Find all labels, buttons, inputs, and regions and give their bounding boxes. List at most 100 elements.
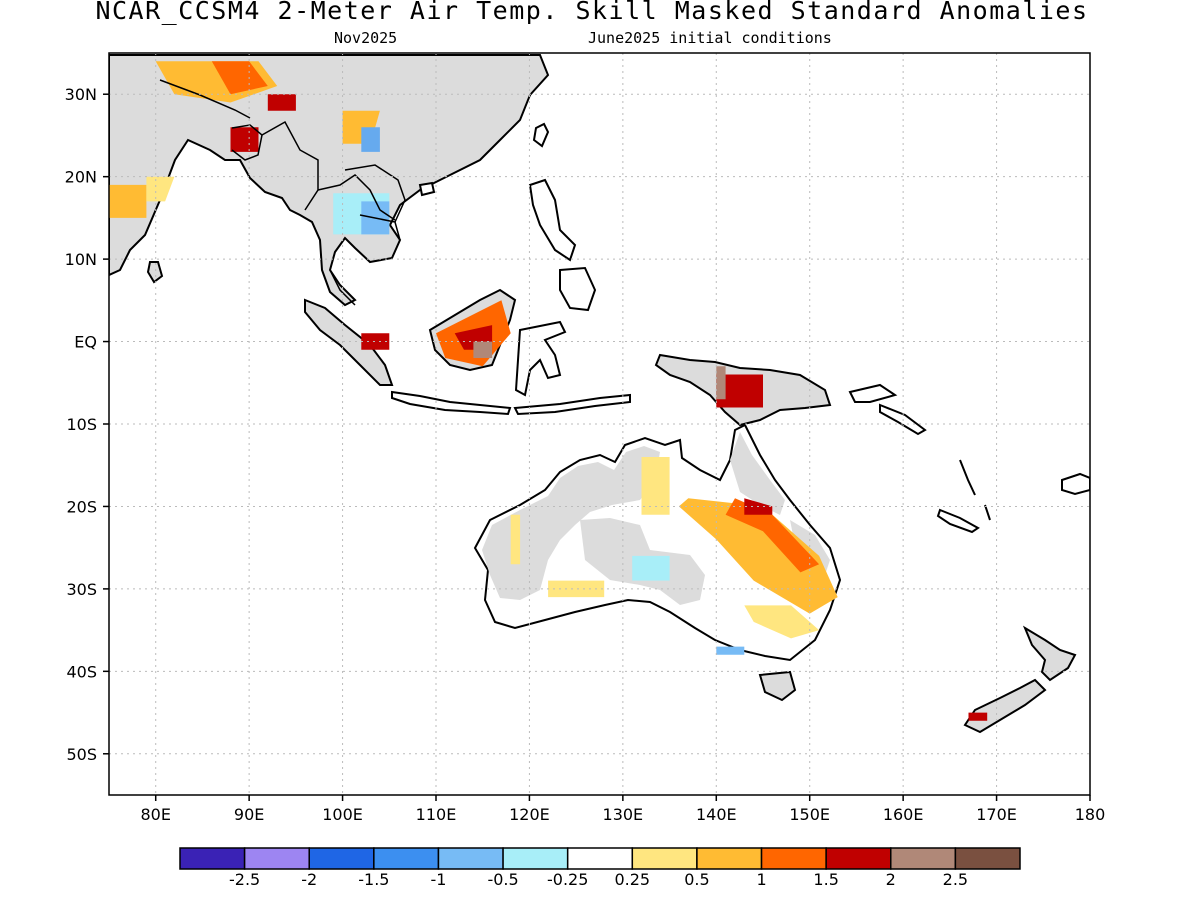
lat-tick-label: 20N: [65, 168, 97, 187]
anomaly-wa-light-warm: [510, 514, 521, 565]
legend-swatch: [890, 847, 957, 870]
anomaly-south-china-cool: [361, 127, 380, 152]
lon-tick-label: 120E: [509, 805, 550, 824]
anomaly-borneo-core: [473, 341, 493, 358]
australia-masked-west: [482, 446, 660, 600]
border-nepal: [159, 79, 251, 119]
legend-label: -1.5: [358, 870, 389, 889]
legend-swatch: [760, 847, 827, 870]
vanuatu: [959, 459, 991, 521]
legend-swatch: [243, 847, 310, 870]
border-laos-vietnam: [344, 164, 406, 223]
legend-label: 0.5: [684, 870, 709, 889]
legend-label: 1: [756, 870, 766, 889]
legend-label: -1: [430, 870, 446, 889]
border-malaysia: [329, 269, 356, 306]
anomaly-gulf-light-warm: [641, 457, 670, 515]
sri-lanka: [146, 261, 164, 284]
graticule: [109, 53, 1090, 795]
legend-label: 1.5: [813, 870, 838, 889]
lon-tick-label: 160E: [883, 805, 924, 824]
legend-swatch: [502, 847, 569, 870]
anomaly-central-australia-cool: [632, 555, 670, 581]
legend-swatch: [437, 847, 504, 870]
axis-ticks: [103, 93, 1091, 801]
anomaly-new-zealand-very-warm: [968, 712, 988, 721]
new-zealand-north: [1022, 625, 1077, 682]
lesser-sunda: [513, 393, 631, 416]
color-legend-labels: -2.5 -2 -1.5 -1 -0.5 -0.25 0.25 0.5 1 1.5 2 2.5: [229, 870, 968, 889]
latitude-labels: 30N 20N 10N EQ 10S 20S 30S 40S 50S: [65, 85, 97, 764]
legend-swatch: [373, 847, 440, 870]
lat-tick-label: EQ: [74, 333, 97, 352]
luzon: [528, 178, 577, 262]
hainan: [418, 181, 436, 197]
anomaly-sumatra-very-warm: [361, 333, 390, 350]
lon-tick-label: 80E: [140, 805, 170, 824]
legend-swatch: [825, 847, 892, 870]
lat-tick-label: 20S: [66, 497, 97, 516]
anomaly-east-india-light-warm: [146, 176, 175, 202]
lat-tick-label: 30N: [65, 85, 97, 104]
anomaly-sa-light-warm: [548, 580, 605, 598]
legend-label: 2: [886, 870, 896, 889]
legend-label: -2: [301, 870, 317, 889]
map-title: NCAR_CCSM4 2-Meter Air Temp. Skill Maske…: [95, 0, 1089, 25]
legend-swatch: [631, 847, 698, 870]
lon-tick-label: 130E: [603, 805, 644, 824]
australia-masked-cape: [730, 432, 785, 515]
legend-swatch: [696, 847, 763, 870]
legend-label: 2.5: [943, 870, 968, 889]
new-caledonia: [936, 508, 980, 534]
anomaly-queensland-strong-warm: [725, 498, 820, 573]
sulawesi: [514, 320, 567, 397]
mindanao: [559, 266, 597, 312]
lon-tick-label: 140E: [696, 805, 737, 824]
country-borders: [159, 79, 406, 306]
legend-label: -0.5: [487, 870, 518, 889]
lon-tick-label: 180: [1075, 805, 1106, 824]
border-myanmar: [261, 120, 319, 211]
lat-tick-label: 10S: [66, 415, 97, 434]
anomaly-east-india-warm: [109, 184, 147, 218]
solomon-islands: [879, 403, 927, 436]
color-legend: [179, 847, 1021, 870]
fiji: [1061, 472, 1090, 496]
legend-label: -2.5: [229, 870, 260, 889]
tasmania: [758, 670, 797, 702]
lat-tick-label: 10N: [65, 250, 97, 269]
legend-swatch: [179, 847, 246, 870]
lon-tick-label: 150E: [789, 805, 830, 824]
anomaly-tibet-very-warm: [267, 94, 296, 111]
initial-conditions: June2025 initial conditions: [588, 29, 832, 47]
anomaly-nsw-light-warm: [744, 605, 820, 639]
land-masses: [109, 54, 1090, 734]
new-britain: [848, 383, 898, 403]
border-bangladesh: [231, 124, 263, 161]
anomaly-new-guinea-very-warm: [716, 374, 763, 408]
anomaly-bangladesh-very-warm: [230, 127, 259, 152]
asia-mainland: [109, 54, 550, 307]
anomaly-queensland-warm: [678, 498, 838, 614]
sumatra: [304, 298, 394, 386]
lon-tick-label: 100E: [322, 805, 363, 824]
border-thailand: [317, 174, 396, 221]
anomaly-new-guinea-brown: [716, 366, 726, 400]
taiwan: [532, 122, 550, 148]
lon-tick-label: 90E: [234, 805, 264, 824]
lon-tick-label: 170E: [976, 805, 1017, 824]
lat-tick-label: 50S: [66, 745, 97, 764]
legend-swatch: [566, 847, 634, 870]
legend-swatch: [308, 847, 375, 870]
legend-label: -0.25: [547, 870, 588, 889]
lat-tick-label: 30S: [66, 580, 97, 599]
forecast-month: Nov2025: [334, 29, 398, 47]
lon-tick-label: 110E: [416, 805, 457, 824]
legend-swatch: [954, 847, 1021, 870]
longitude-labels: 80E 90E 100E 110E 120E 130E 140E 150E 160E 170E 18…: [140, 805, 1105, 824]
anomaly-layer: [109, 61, 988, 721]
border-cambodia: [359, 214, 401, 241]
anomaly-victoria-cool: [716, 646, 745, 655]
java: [391, 390, 512, 416]
